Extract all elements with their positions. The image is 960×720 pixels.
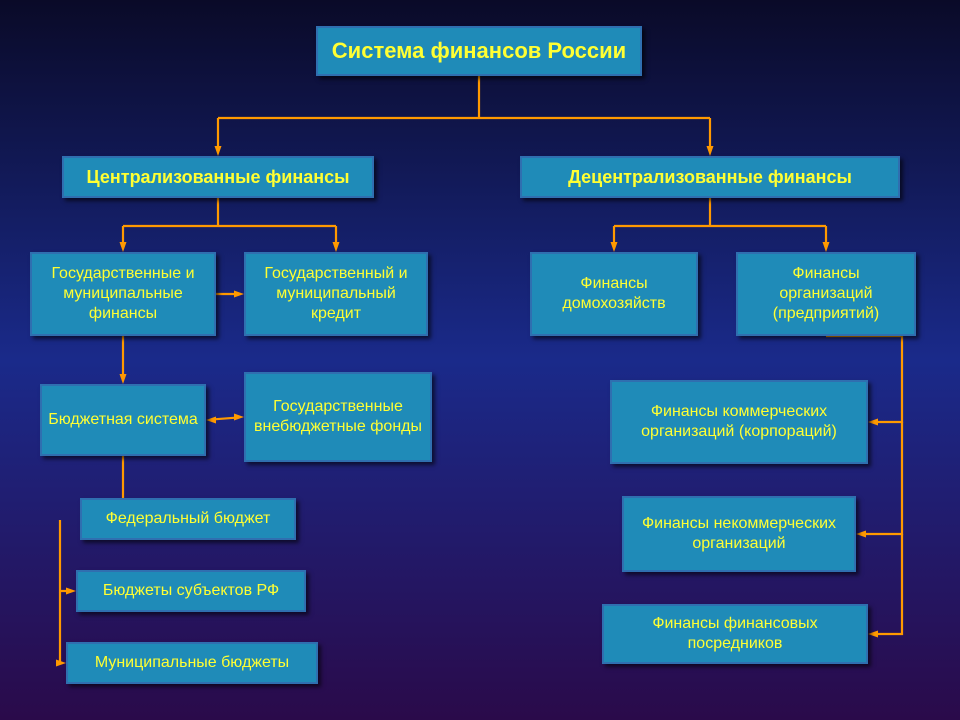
node-gos_vnebud: Государственные внебюджетные фонды <box>244 372 432 462</box>
node-fin_komm: Финансы коммерческих организаций (корпор… <box>610 380 868 464</box>
node-decentral: Децентрализованные финансы <box>520 156 900 198</box>
node-fin_nekomm: Финансы некоммерческих организаций <box>622 496 856 572</box>
node-gos_mun_cred: Государственный и муниципальный кредит <box>244 252 428 336</box>
node-fed_budget: Федеральный бюджет <box>80 498 296 540</box>
node-central: Централизованные финансы <box>62 156 374 198</box>
node-budget_sys: Бюджетная система <box>40 384 206 456</box>
node-root: Система финансов России <box>316 26 642 76</box>
node-mun_budget: Муниципальные бюджеты <box>66 642 318 684</box>
node-gos_mun_fin: Государственные и муниципальные финансы <box>30 252 216 336</box>
node-fin_org: Финансы организаций (предприятий) <box>736 252 916 336</box>
node-fin_posred: Финансы финансовых посредников <box>602 604 868 664</box>
node-fin_dom: Финансы домохозяйств <box>530 252 698 336</box>
node-subj_budget: Бюджеты субъектов РФ <box>76 570 306 612</box>
diagram-canvas: Система финансов России Централизованные … <box>0 0 960 720</box>
